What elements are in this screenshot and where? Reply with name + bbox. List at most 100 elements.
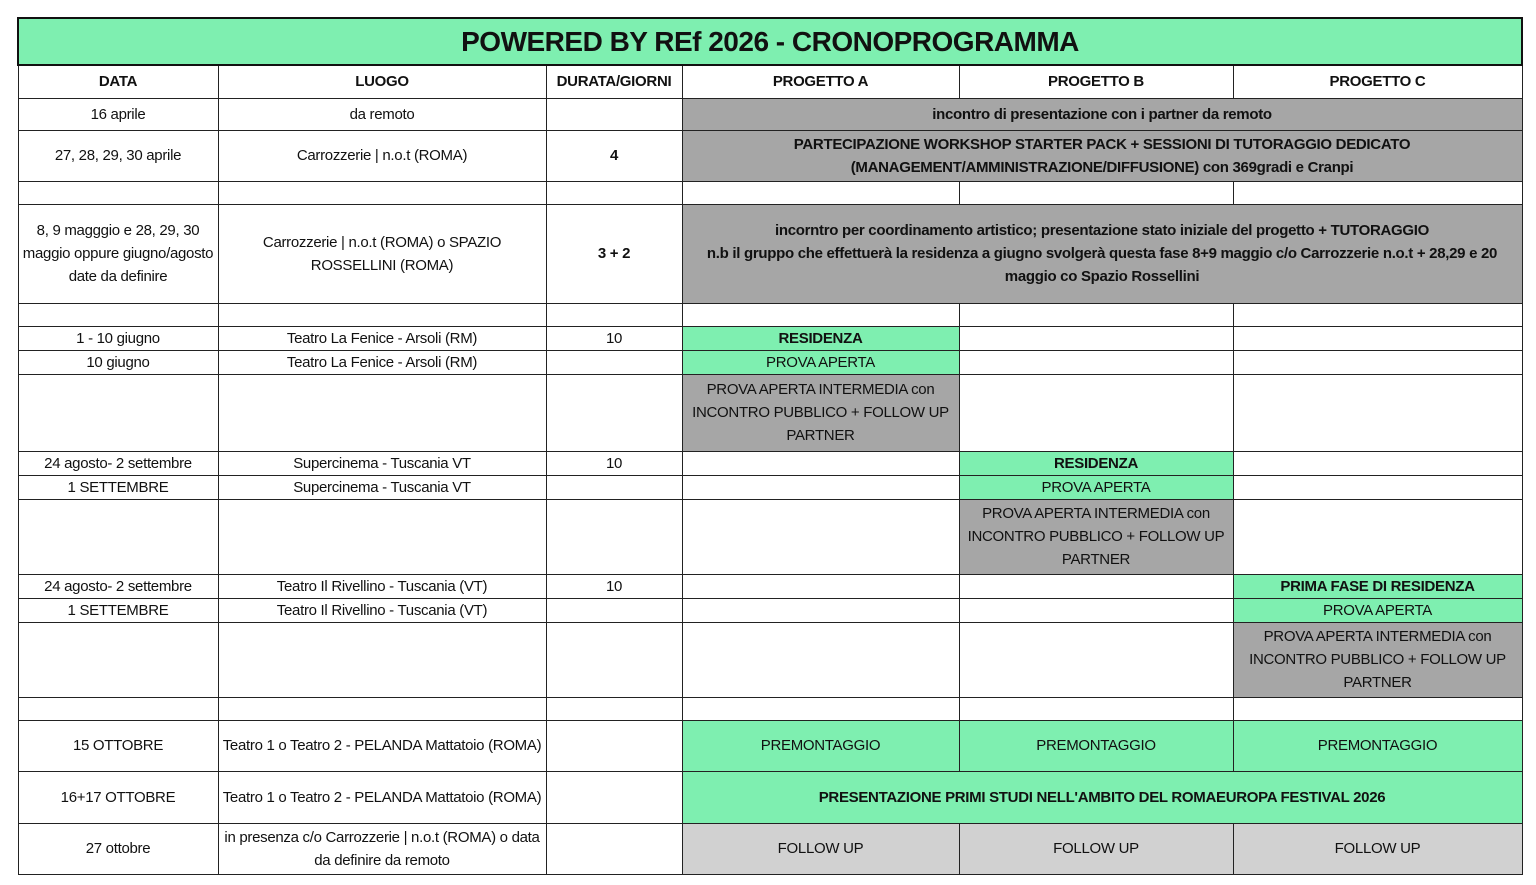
cell-text: 24 agosto- 2 settembre — [44, 454, 192, 472]
cell-text: 27, 28, 29, 30 aprile — [54, 147, 182, 164]
cell-progetto-c: PRIMA FASE DI RESIDENZA — [1232, 573, 1523, 599]
cell-text: Teatro 1 o Teatro 2 - PELANDA Mattatoio … — [222, 788, 542, 806]
cell-text: 8, 9 magggio e 28, 29, 30 maggio oppure … — [22, 222, 214, 285]
cell-text: Teatro La Fenice - Arsoli (RM) — [286, 353, 478, 371]
cell-text: Teatro Il Rivellino - Tuscania (VT) — [276, 577, 488, 595]
cell-text: 15 OTTOBRE — [72, 737, 164, 754]
cell-progetto-c — [1232, 180, 1523, 205]
cell-data: 10 giugno — [17, 349, 219, 375]
cell-data — [17, 621, 219, 698]
cell-progetto-b — [958, 597, 1234, 623]
cell-progetto-b — [958, 573, 1234, 599]
table-row: 16 aprile da remoto incontro di presentazi… — [17, 97, 1523, 131]
sheet-title: POWERED BY REf 2026 - CRONOPROGRAMMA — [16, 17, 1524, 66]
cell-text: da remoto — [349, 105, 415, 123]
cell-text: PREMONTAGGIO — [760, 737, 881, 754]
header-luogo: LUOGO — [217, 64, 547, 99]
cell-text: 10 — [605, 329, 623, 347]
table-row: 27, 28, 29, 30 aprile Carrozzerie | n.o.t… — [17, 129, 1523, 182]
table-row — [17, 302, 1523, 327]
cell-luogo — [217, 696, 547, 721]
cell-luogo: in presenza c/o Carrozzerie | n.o.t (ROM… — [217, 822, 547, 875]
cell-durata — [545, 97, 683, 131]
cell-progetto-a: RESIDENZA — [681, 325, 960, 351]
cell-text: 10 — [605, 454, 623, 472]
cell-progetto-c: FOLLOW UP — [1232, 822, 1523, 875]
table-row: 1 SETTEMBRE Supercinema - Tuscania VT PROV… — [17, 474, 1523, 500]
merged-cell-progetti: PARTECIPAZIONE WORKSHOP STARTER PACK + S… — [681, 129, 1523, 182]
cell-text: Teatro La Fenice - Arsoli (RM) — [286, 329, 478, 347]
cell-luogo: Supercinema - Tuscania VT — [217, 450, 547, 476]
cell-text: 10 — [605, 577, 623, 595]
cell-progetto-c — [1232, 450, 1523, 476]
cell-text: Teatro Il Rivellino - Tuscania (VT) — [276, 601, 488, 619]
cell-progetto-c — [1232, 325, 1523, 351]
cell-progetto-b: PREMONTAGGIO — [958, 719, 1234, 772]
cell-data: 24 agosto- 2 settembre — [17, 573, 219, 599]
cell-progetto-a: PREMONTAGGIO — [681, 719, 960, 772]
cell-luogo: Teatro Il Rivellino - Tuscania (VT) — [217, 597, 547, 623]
cell-durata: 3 + 2 — [545, 203, 683, 304]
header-progetto-a: PROGETTO A — [681, 64, 960, 99]
cell-progetto-a — [681, 696, 960, 721]
cell-progetto-b — [958, 349, 1234, 375]
cell-text: Carrozzerie | n.o.t (ROMA) o SPAZIO ROSS… — [262, 233, 502, 274]
cell-progetto-b: FOLLOW UP — [958, 822, 1234, 875]
cell-progetto-b — [958, 696, 1234, 721]
cell-durata — [545, 349, 683, 375]
cell-progetto-b — [958, 621, 1234, 698]
cell-text: PREMONTAGGIO — [1036, 737, 1156, 754]
cell-text: 1 SETTEMBRE — [67, 601, 169, 619]
cell-data: 1 SETTEMBRE — [17, 597, 219, 623]
cell-text: in presenza c/o Carrozzerie | n.o.t (ROM… — [224, 828, 540, 869]
cell-text: PROVA APERTA INTERMEDIA con INCONTRO PUB… — [1249, 628, 1506, 691]
table-row — [17, 180, 1523, 205]
table-row: 27 ottobre in presenza c/o Carrozzerie | … — [17, 822, 1523, 875]
table-row: 8, 9 magggio e 28, 29, 30 maggio oppure … — [17, 203, 1523, 304]
cell-luogo: Teatro Il Rivellino - Tuscania (VT) — [217, 573, 547, 599]
cell-data: 1 SETTEMBRE — [17, 474, 219, 500]
cell-text: incorntro per coordinamento artistico; p… — [775, 222, 1429, 239]
cell-durata — [545, 770, 683, 824]
cell-progetto-b: PROVA APERTA — [958, 474, 1234, 500]
cell-progetto-c — [1232, 349, 1523, 375]
cell-progetto-b — [958, 302, 1234, 327]
cell-text: FOLLOW UP — [777, 840, 864, 857]
cell-progetto-c: PROVA APERTA INTERMEDIA con INCONTRO PUB… — [1232, 621, 1523, 698]
cell-luogo: Carrozzerie | n.o.t (ROMA) — [217, 129, 547, 182]
table-row: 16+17 OTTOBRE Teatro 1 o Teatro 2 - PELAN… — [17, 770, 1523, 824]
cell-text: Supercinema - Tuscania VT — [293, 454, 471, 472]
cell-luogo — [217, 621, 547, 698]
cell-progetto-b — [958, 180, 1234, 205]
cell-luogo: Teatro 1 o Teatro 2 - PELANDA Mattatoio … — [217, 770, 547, 824]
cell-text: FOLLOW UP — [1053, 840, 1139, 857]
cell-durata — [545, 696, 683, 721]
cell-progetto-c — [1232, 498, 1523, 575]
cell-data — [17, 302, 219, 327]
cell-data: 27 ottobre — [17, 822, 219, 875]
table-row: 24 agosto- 2 settembre Supercinema - Tusc… — [17, 450, 1523, 476]
cell-progetto-a — [681, 498, 960, 575]
merged-cell-progetti: incorntro per coordinamento artistico; p… — [681, 203, 1523, 304]
header-durata: DURATA/GIORNI — [545, 64, 683, 99]
cell-data: 16 aprile — [17, 97, 219, 131]
cell-data — [17, 373, 219, 452]
cell-durata — [545, 373, 683, 452]
table-row: 1 - 10 giugno Teatro La Fenice - Arsoli (… — [17, 325, 1523, 351]
cell-progetto-b: PROVA APERTA INTERMEDIA con INCONTRO PUB… — [958, 498, 1234, 575]
table-row: 24 agosto- 2 settembre Teatro Il Rivellin… — [17, 573, 1523, 599]
cell-progetto-a: PROVA APERTA — [681, 349, 960, 375]
header-progetto-c: PROGETTO C — [1232, 64, 1523, 99]
cell-text: RESIDENZA — [1054, 454, 1138, 472]
cell-durata: 4 — [545, 129, 683, 182]
cell-text: PROVA APERTA — [1041, 478, 1151, 496]
cell-data: 16+17 OTTOBRE — [17, 770, 219, 824]
cell-text: PRIMA FASE DI RESIDENZA — [1280, 577, 1475, 595]
cell-luogo — [217, 373, 547, 452]
cell-text: incontro di presentazione con i partner … — [932, 105, 1272, 123]
cell-luogo: Supercinema - Tuscania VT — [217, 474, 547, 500]
cell-text: FOLLOW UP — [1334, 840, 1421, 857]
cell-text: PRESENTAZIONE PRIMI STUDI NELL'AMBITO DE… — [818, 788, 1386, 806]
table-row: PROVA APERTA INTERMEDIA con INCONTRO PUB… — [17, 621, 1523, 698]
cell-durata — [545, 302, 683, 327]
